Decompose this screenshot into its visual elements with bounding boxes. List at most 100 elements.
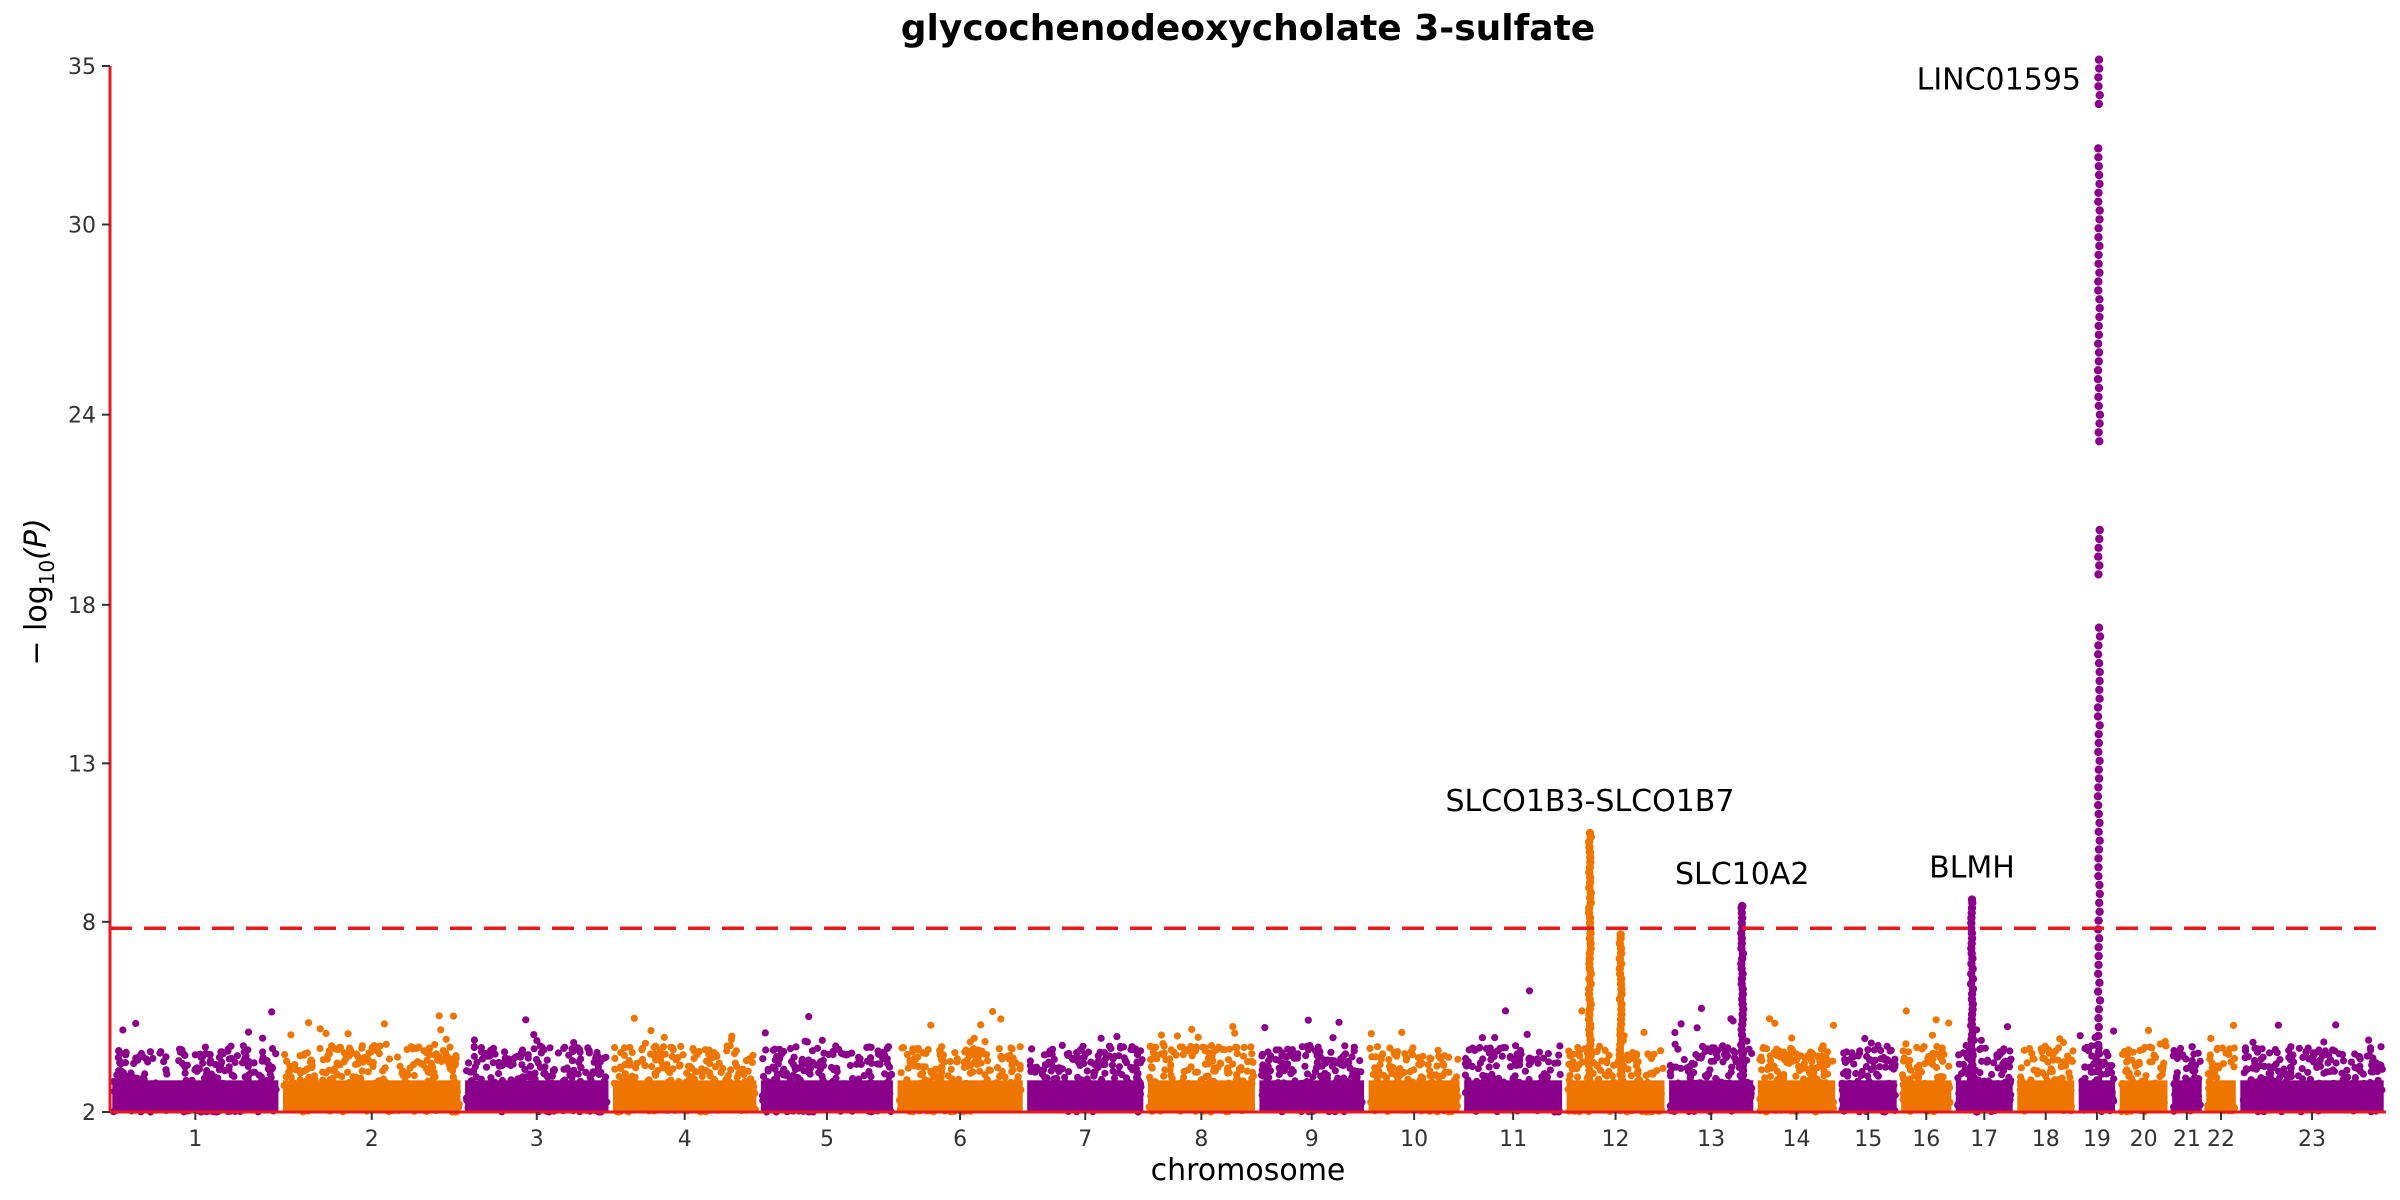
data-point bbox=[399, 1071, 407, 1079]
data-point bbox=[2044, 1046, 2052, 1054]
data-point bbox=[340, 1058, 348, 1066]
data-point bbox=[867, 1072, 875, 1081]
x-tick-label-chr10: 10 bbox=[1400, 1127, 1428, 1152]
data-point bbox=[1047, 1067, 1055, 1075]
peak-point bbox=[2094, 845, 2104, 854]
data-point bbox=[1624, 1051, 1632, 1059]
data-point bbox=[1204, 1054, 1212, 1062]
chromosome-20-points bbox=[2117, 1026, 2170, 1116]
data-point bbox=[909, 1048, 917, 1056]
data-point bbox=[621, 1044, 629, 1052]
peak-point bbox=[2095, 818, 2104, 828]
data-point bbox=[675, 1062, 684, 1070]
peak-point bbox=[2094, 259, 2103, 268]
data-point bbox=[1525, 987, 1534, 995]
data-point bbox=[2206, 1051, 2214, 1059]
data-point bbox=[672, 1055, 680, 1064]
data-point bbox=[2173, 1054, 2181, 1063]
data-point bbox=[1393, 1048, 1402, 1056]
data-point bbox=[1335, 1018, 1343, 1026]
peak-point bbox=[2093, 987, 2103, 996]
data-point bbox=[660, 1033, 668, 1041]
data-point bbox=[487, 1074, 495, 1082]
data-point bbox=[576, 1048, 584, 1056]
data-point bbox=[2230, 1054, 2239, 1063]
data-point bbox=[647, 1027, 655, 1035]
data-point bbox=[1454, 1055, 1462, 1063]
data-point bbox=[1278, 1049, 1286, 1057]
data-point bbox=[218, 1048, 226, 1056]
data-point bbox=[1111, 1052, 1119, 1061]
chromosome-22-points bbox=[2204, 1021, 2239, 1115]
data-point bbox=[1913, 1043, 1921, 1052]
y-tick-label: 2 bbox=[82, 1101, 96, 1126]
data-point bbox=[585, 1049, 594, 1057]
data-point bbox=[2377, 1043, 2385, 1051]
data-point bbox=[2332, 1021, 2340, 1029]
data-point bbox=[1376, 1060, 1384, 1069]
data-point bbox=[1337, 1055, 1345, 1063]
data-point bbox=[1794, 1062, 1803, 1071]
data-point bbox=[1932, 1063, 1941, 1072]
peak-point bbox=[2095, 410, 2105, 419]
peak-point bbox=[2095, 206, 2104, 215]
data-point bbox=[1224, 1056, 1233, 1064]
data-point bbox=[2241, 1054, 2249, 1062]
data-point bbox=[1697, 1054, 1705, 1062]
dense-point-band bbox=[465, 1080, 609, 1112]
data-point bbox=[2081, 1063, 2089, 1071]
data-point bbox=[316, 1044, 324, 1053]
data-point bbox=[1867, 1066, 1875, 1074]
data-point bbox=[1231, 1029, 1239, 1037]
data-point bbox=[1988, 1070, 1996, 1079]
data-point bbox=[915, 1046, 923, 1054]
peak-point bbox=[2094, 339, 2103, 348]
data-point bbox=[2105, 1062, 2113, 1070]
data-point bbox=[1773, 1067, 1781, 1075]
peak-point bbox=[2095, 756, 2104, 765]
data-point bbox=[937, 1063, 945, 1071]
data-point bbox=[2133, 1069, 2142, 1077]
data-point bbox=[1194, 1033, 1202, 1041]
data-point bbox=[2060, 1058, 2068, 1066]
data-point bbox=[2219, 1060, 2227, 1068]
data-point bbox=[2230, 1044, 2238, 1052]
peak-point bbox=[2094, 747, 2103, 757]
data-point bbox=[482, 1049, 490, 1057]
data-point bbox=[1873, 1070, 1881, 1078]
data-point bbox=[1464, 1058, 1472, 1066]
data-point bbox=[936, 1051, 944, 1059]
data-point bbox=[1138, 1056, 1146, 1064]
data-point bbox=[1492, 1062, 1500, 1070]
peak-point bbox=[2094, 1040, 2103, 1050]
x-tick-label-chr1: 1 bbox=[188, 1127, 202, 1152]
data-point bbox=[977, 1021, 985, 1029]
data-point bbox=[396, 1062, 404, 1070]
data-point bbox=[1899, 1047, 1907, 1055]
svg-text:− log10(P): − log10(P) bbox=[19, 518, 59, 665]
peak-point bbox=[2093, 375, 2103, 384]
data-point bbox=[2025, 1045, 2034, 1053]
peak-point bbox=[2095, 561, 2104, 570]
data-point bbox=[1533, 1056, 1541, 1064]
data-point bbox=[178, 1059, 186, 1068]
data-point bbox=[1705, 1070, 1713, 1079]
data-point bbox=[1574, 1073, 1582, 1081]
data-point bbox=[574, 1070, 582, 1078]
data-point bbox=[1546, 1066, 1554, 1074]
data-point bbox=[1813, 1052, 1821, 1060]
data-point bbox=[1788, 1034, 1796, 1042]
peak-point bbox=[2095, 312, 2104, 322]
data-point bbox=[881, 1070, 889, 1078]
data-point bbox=[2046, 1068, 2054, 1076]
data-point bbox=[806, 1070, 814, 1078]
data-point bbox=[1955, 1060, 1963, 1068]
data-point bbox=[805, 1056, 813, 1064]
data-point bbox=[1776, 1047, 1784, 1056]
data-point bbox=[1001, 1073, 1009, 1081]
data-point bbox=[1147, 1056, 1155, 1064]
data-point bbox=[1173, 1032, 1181, 1040]
data-point bbox=[1574, 1050, 1582, 1058]
data-point bbox=[798, 1055, 806, 1063]
peak-point bbox=[2094, 224, 2103, 233]
